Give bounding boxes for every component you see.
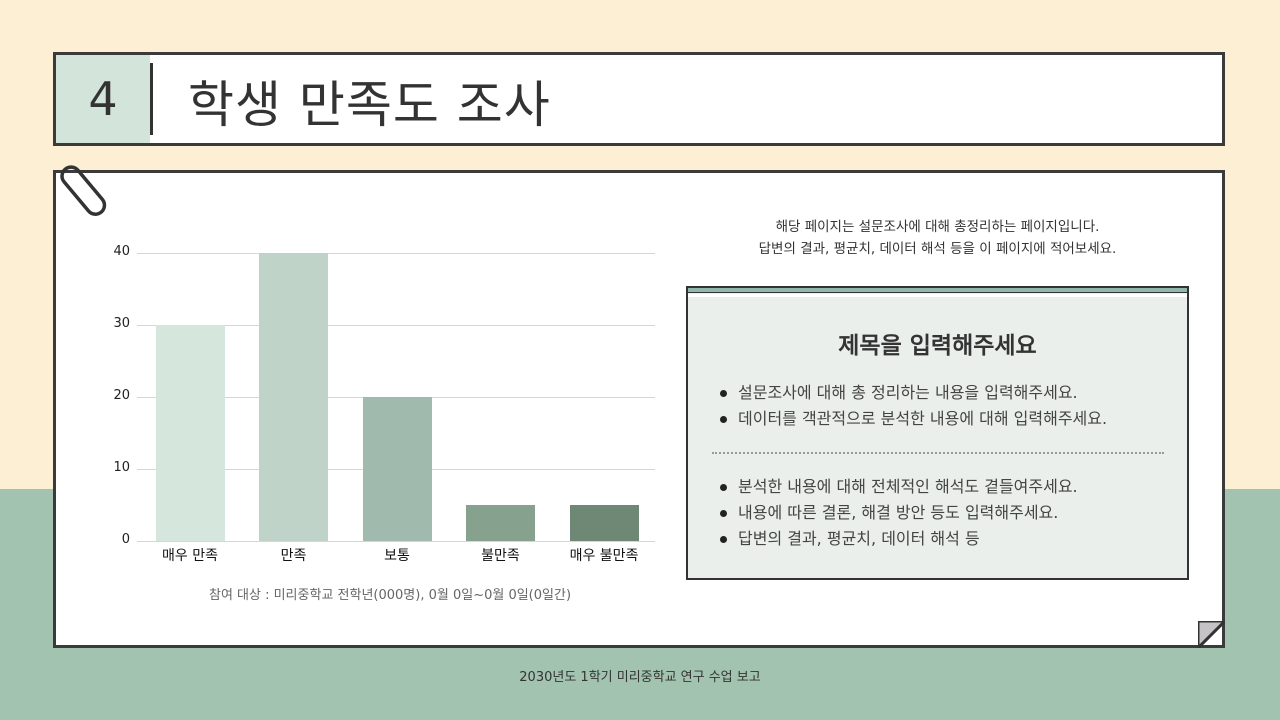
page-fold-icon [1198,621,1225,648]
summary-accent-bar [688,288,1187,293]
list-item: 내용에 따른 결론, 해결 방안 등도 입력해주세요. [718,500,1178,526]
chart-note: 참여 대상 : 미리중학교 전학년(000명), 0월 0일~0월 0일(0일간… [208,588,572,603]
gridline [137,253,655,254]
footer-text: 2030년도 1학기 미리중학교 연구 수업 보고 [519,670,761,685]
summary-list-2: 분석한 내용에 대해 전체적인 해석도 곁들여주세요. 내용에 따른 결론, 해… [718,474,1178,552]
list-item: 분석한 내용에 대해 전체적인 해석도 곁들여주세요. [718,474,1178,500]
list-item: 설문조사에 대해 총 정리하는 내용을 입력해주세요. [718,380,1178,406]
page-title: 학생 만족도 조사 [188,76,551,134]
gridline [137,325,655,326]
paperclip-icon [60,165,107,216]
description-line-2: 답변의 결과, 평균치, 데이터 해석 등을 이 페이지에 적어보세요. [758,241,1117,257]
bar [155,325,225,541]
summary-title: 제목을 입력해주세요 [838,333,1037,359]
description-line-1: 해당 페이지는 설문조사에 대해 총정리하는 페이지입니다. [775,219,1100,235]
x-tick-label: 매우 불만족 [569,548,639,564]
list-item: 답변의 결과, 평균치, 데이터 해석 등 [718,526,1178,552]
x-tick-label: 보통 [384,548,410,564]
y-tick-label: 30 [113,316,130,331]
y-tick-label: 40 [113,244,130,259]
section-number: 4 [88,72,118,126]
y-tick-label: 0 [121,532,130,547]
bar [362,397,432,541]
page-description: 해당 페이지는 설문조사에 대해 총정리하는 페이지입니다. 답변의 결과, 평… [686,216,1189,260]
bar [466,505,535,541]
title-divider [150,63,153,135]
x-tick-label: 매우 만족 [162,548,218,564]
x-tick-label: 불만족 [481,548,520,564]
x-tick-label: 만족 [280,548,307,564]
bar [259,253,328,541]
list-item: 데이터를 객관적으로 분석한 내용에 대해 입력해주세요. [718,406,1178,432]
y-tick-label: 10 [113,460,130,475]
section-number-box: 4 [56,55,150,143]
summary-list-1: 설문조사에 대해 총 정리하는 내용을 입력해주세요. 데이터를 객관적으로 분… [718,380,1178,432]
summary-box: 제목을 입력해주세요 설문조사에 대해 총 정리하는 내용을 입력해주세요. 데… [686,286,1189,580]
dotted-divider [712,452,1164,454]
bar [569,505,639,541]
y-tick-label: 20 [113,388,130,403]
title-bar: 4 학생 만족도 조사 [53,52,1225,146]
summary-inner-line [688,294,1187,297]
gridline [137,541,655,542]
